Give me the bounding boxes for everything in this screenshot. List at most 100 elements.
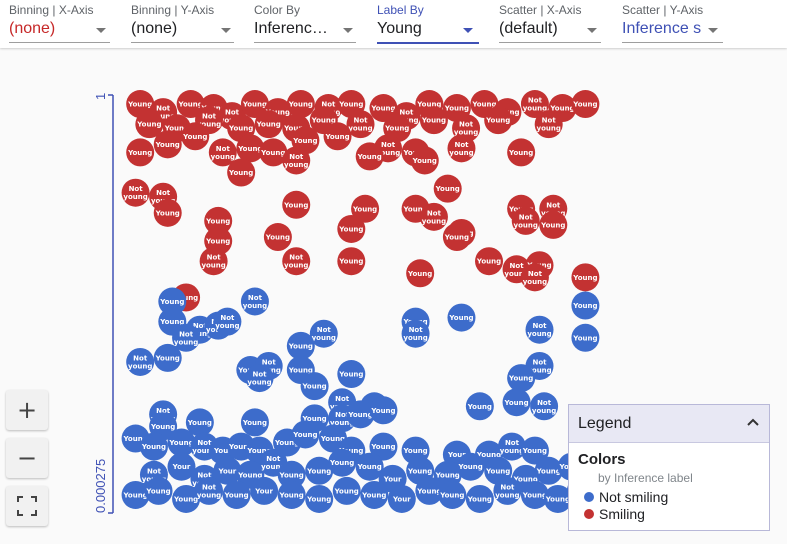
data-point[interactable]: Young — [332, 476, 361, 505]
data-point[interactable]: Young — [277, 460, 306, 489]
data-point[interactable]: Young — [263, 223, 292, 252]
data-point[interactable]: Young — [185, 408, 214, 437]
data-point[interactable]: Young — [360, 480, 389, 509]
scatter-y-select[interactable]: Scatter | Y-Axis Inference s — [622, 0, 723, 48]
color-by-select[interactable]: Color By Inference... — [254, 0, 356, 48]
data-point[interactable]: Young — [475, 247, 504, 276]
data-point[interactable]: Young — [286, 90, 315, 119]
data-point[interactable]: Young — [571, 263, 600, 292]
data-point[interactable]: Young — [337, 247, 366, 276]
data-point[interactable]: Young — [282, 190, 311, 219]
data-point[interactable]: Young — [167, 428, 196, 457]
data-point[interactable]: Young — [438, 480, 467, 509]
data-point[interactable]: Your — [213, 456, 242, 485]
data-point[interactable]: Young — [456, 452, 485, 481]
data-point[interactable]: Young — [323, 122, 352, 151]
legend-header[interactable]: Legend — [569, 405, 769, 443]
data-point[interactable]: Young — [286, 331, 315, 360]
data-point[interactable]: Young — [305, 484, 334, 513]
data-point[interactable]: Young — [543, 484, 572, 513]
data-point[interactable]: Young — [433, 174, 462, 203]
data-point[interactable]: Young — [222, 480, 251, 509]
data-point[interactable]: Your — [167, 452, 196, 481]
data-point[interactable]: Young — [484, 106, 513, 135]
data-point[interactable]: Young — [153, 130, 182, 159]
data-point[interactable]: Young — [277, 480, 306, 509]
data-point[interactable]: Young — [442, 223, 471, 252]
data-point[interactable]: Young — [406, 259, 435, 288]
data-point[interactable]: Young — [227, 158, 256, 187]
data-point[interactable]: Young — [181, 122, 210, 151]
data-point[interactable]: Young — [520, 436, 549, 465]
data-point[interactable]: Young — [410, 146, 439, 175]
data-point[interactable]: Young — [121, 480, 150, 509]
data-point[interactable]: Young — [305, 456, 334, 485]
data-point[interactable]: Young — [300, 372, 329, 401]
data-point[interactable]: Young — [153, 343, 182, 372]
data-point[interactable]: Young — [502, 388, 531, 417]
label-by-select[interactable]: Label By Young — [377, 0, 479, 48]
data-point[interactable]: Young — [507, 364, 536, 393]
data-point[interactable]: Young — [355, 452, 384, 481]
data-point[interactable]: Young — [571, 323, 600, 352]
data-point[interactable]: Young — [369, 94, 398, 123]
chevron-up-icon[interactable] — [747, 417, 759, 427]
data-point[interactable]: Young — [447, 303, 476, 332]
data-point[interactable]: Young — [158, 287, 187, 316]
data-point[interactable]: Young — [571, 291, 600, 320]
data-point[interactable]: Young — [259, 138, 288, 167]
data-point[interactable]: Young — [328, 448, 357, 477]
data-point[interactable]: Young — [144, 476, 173, 505]
data-point[interactable]: Young — [291, 420, 320, 449]
data-point[interactable]: Young — [369, 396, 398, 425]
data-point[interactable]: Your — [250, 476, 279, 505]
binning-y-select[interactable]: Binning | Y-Axis (none) — [131, 0, 234, 48]
data-point[interactable]: Young — [571, 90, 600, 119]
zoom-out-button[interactable]: − — [6, 438, 48, 478]
data-point[interactable]: Young — [135, 110, 164, 139]
scatter-x-select[interactable]: Scatter | X-Axis (default) — [499, 0, 601, 48]
data-point[interactable]: Young — [254, 110, 283, 139]
data-point[interactable]: Young — [534, 456, 563, 485]
scatter-plot[interactable]: 1 0.000275 YoungNotyoungYoungYoungNotyou… — [0, 48, 787, 544]
data-point[interactable]: Young — [204, 206, 233, 235]
data-point[interactable]: Young — [236, 134, 265, 163]
binning-x-select[interactable]: Binning | X-Axis (none) — [9, 0, 110, 48]
data-point[interactable]: Young — [465, 484, 494, 513]
scatter-plot-area[interactable]: 1 0.000275 YoungNotyoungYoungYoungNotyou… — [0, 48, 787, 544]
data-point[interactable]: Your — [387, 484, 416, 513]
data-point[interactable]: Young — [346, 400, 375, 429]
data-point[interactable]: Young — [240, 90, 269, 119]
data-point[interactable]: Young — [176, 90, 205, 119]
data-point[interactable]: Young — [507, 138, 536, 167]
data-point[interactable]: Young — [520, 480, 549, 509]
fit-to-screen-button[interactable] — [6, 486, 48, 526]
data-point[interactable]: Young — [337, 360, 366, 389]
data-point[interactable]: Young — [337, 214, 366, 243]
data-point[interactable]: Young — [172, 484, 201, 513]
data-point[interactable]: Young — [539, 210, 568, 239]
data-point[interactable]: Young — [415, 476, 444, 505]
data-point[interactable]: Young — [153, 198, 182, 227]
